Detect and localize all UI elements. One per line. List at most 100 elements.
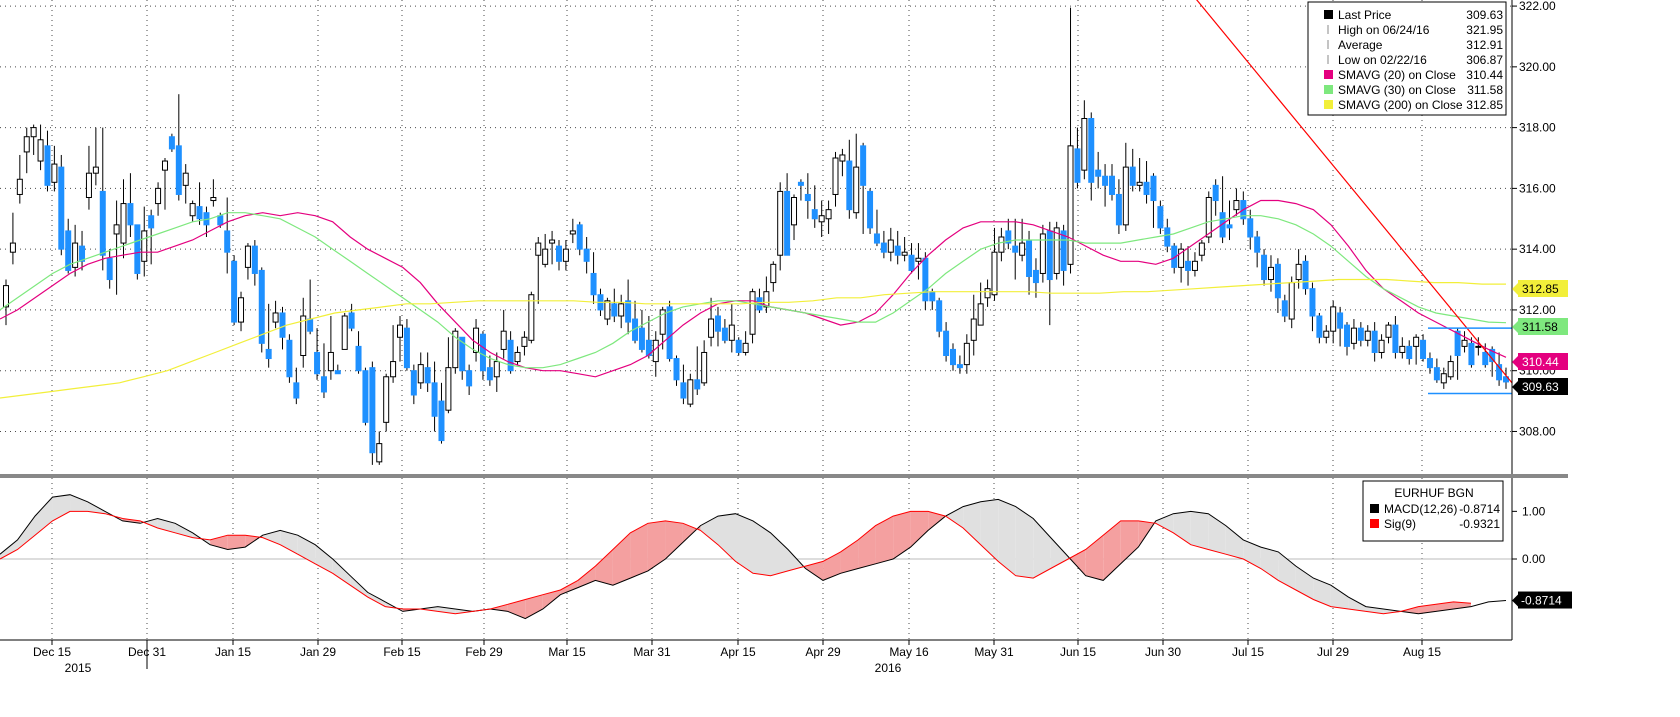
candle (832, 151, 839, 207)
candle-body (1281, 300, 1288, 317)
candle (1205, 191, 1212, 244)
candle-body (867, 190, 874, 229)
legend-swatch (1324, 100, 1333, 109)
series-line-0 (0, 199, 1507, 378)
candle-body (341, 315, 348, 350)
price-tick-label: 312.00 (1519, 303, 1556, 317)
candle-body (293, 382, 300, 399)
candle-body (777, 190, 784, 256)
candle (956, 355, 963, 374)
candle-body (362, 370, 369, 423)
candle (161, 158, 168, 210)
candle-body (1032, 269, 1039, 284)
candle (680, 364, 687, 405)
candle-body (1115, 193, 1122, 226)
candle (977, 282, 984, 326)
candle (770, 261, 777, 292)
candle (901, 237, 908, 262)
candle (341, 312, 348, 350)
candle-body (956, 364, 963, 369)
candle-body (1420, 339, 1427, 360)
candle (369, 361, 376, 465)
macd-fill-segment (140, 518, 158, 529)
candle-body (168, 136, 175, 150)
candle (943, 322, 950, 362)
candle-body (1191, 260, 1198, 271)
candle (320, 343, 327, 399)
candle-body (238, 297, 245, 323)
macd-fill-segment (1260, 547, 1279, 581)
candle (1143, 161, 1150, 204)
macd-legend-title: EURHUF BGN (1394, 486, 1473, 500)
candle-body (839, 154, 846, 162)
candle-body (804, 193, 811, 202)
candle (1198, 240, 1205, 262)
x-tick-label: Dec 15 (33, 645, 71, 659)
candle (922, 252, 929, 310)
candle (618, 294, 625, 329)
macd-fill-segment (122, 518, 141, 524)
candle (424, 352, 431, 392)
macd-fill-segment (227, 535, 246, 550)
x-tick-label: Mar 15 (548, 645, 586, 659)
macd-fill-segment (350, 575, 368, 598)
series-line-2 (0, 278, 1506, 399)
candle-body (1129, 166, 1136, 186)
macd-fill-segment (910, 511, 929, 548)
candle-body (1378, 339, 1385, 353)
candle-body (1399, 345, 1406, 353)
candle-body (79, 245, 86, 262)
candle-body (417, 364, 424, 384)
candle-body (791, 197, 798, 226)
candle-body (542, 248, 549, 265)
candle-body (1060, 230, 1067, 271)
candle (390, 325, 397, 383)
candle-body (1178, 248, 1185, 268)
candle-body (562, 248, 569, 262)
candle (272, 300, 279, 329)
candle (811, 185, 818, 228)
candle (1454, 328, 1461, 380)
candle (1371, 322, 1378, 362)
candle (72, 224, 79, 277)
price-tick-label: 320.00 (1519, 60, 1556, 74)
macd-legend-swatch (1370, 519, 1379, 528)
candle (701, 340, 708, 386)
candle-body (224, 230, 231, 253)
candle-body (265, 348, 272, 360)
candle (749, 288, 756, 344)
candle (3, 279, 9, 326)
macd-fill-segment (70, 494, 88, 512)
candle-body (369, 367, 376, 454)
candle (1316, 312, 1323, 344)
candle-body (521, 336, 528, 347)
candle (51, 145, 58, 192)
candle-body (99, 190, 106, 256)
candle (708, 297, 715, 347)
macd-fill-segment (1278, 551, 1296, 590)
candle (915, 243, 922, 280)
candle (189, 200, 196, 222)
candle (1150, 173, 1157, 228)
price-tick-label: 322.00 (1519, 0, 1556, 13)
candle-body (1440, 373, 1447, 384)
candle-body (1012, 245, 1019, 253)
candle (576, 221, 583, 256)
candle-body (770, 263, 777, 284)
legend-value: 312.91 (1466, 38, 1503, 52)
candle-body (1350, 327, 1357, 344)
candle-body (466, 370, 473, 387)
value-tag-bg (1518, 378, 1568, 395)
candle (1129, 148, 1136, 192)
candle (231, 255, 238, 326)
candle (493, 352, 500, 392)
candle-body (473, 327, 480, 353)
candle-body (438, 400, 445, 442)
candle-body (1171, 245, 1178, 268)
candle (1074, 127, 1081, 189)
x-tick-label: Jul 29 (1317, 645, 1349, 659)
candle-body (1226, 224, 1233, 229)
candle (334, 364, 341, 375)
candle-body (749, 291, 756, 335)
candle-body (1461, 339, 1468, 347)
